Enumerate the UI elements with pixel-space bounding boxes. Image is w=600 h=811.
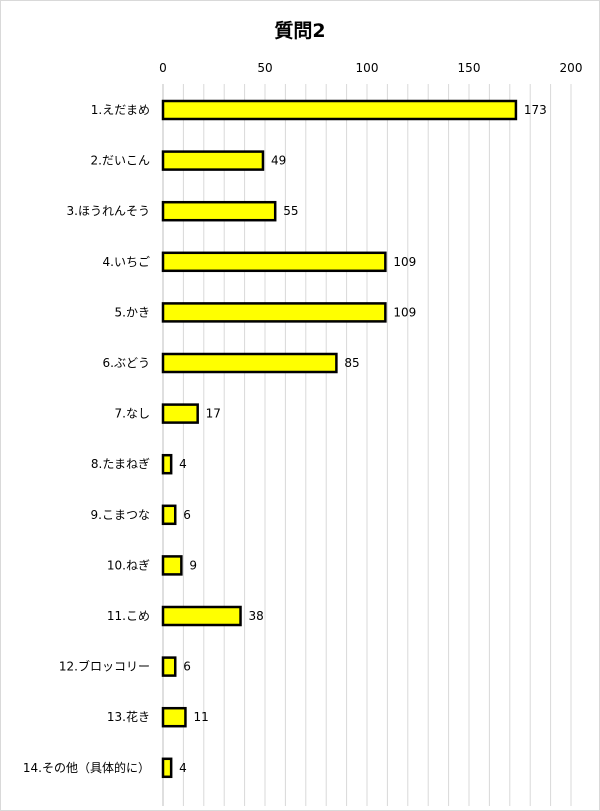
bar <box>161 656 177 677</box>
chart-title: 質問2 <box>274 20 326 42</box>
category-label: 3.ほうれんそう <box>67 204 150 218</box>
bar <box>161 99 518 121</box>
category-label: 14.その他（具体的に） <box>23 760 150 775</box>
category-label: 7.なし <box>115 407 150 421</box>
data-label: 49 <box>271 154 286 168</box>
category-label: 4.いちご <box>103 254 150 269</box>
data-label: 55 <box>283 204 298 218</box>
category-label: 11.こめ <box>107 609 150 623</box>
data-label: 109 <box>393 305 416 319</box>
data-label: 85 <box>344 356 359 370</box>
category-label: 2.だいこん <box>91 154 150 168</box>
category-label: 12.ブロッコリー <box>59 659 150 674</box>
bar <box>161 605 242 627</box>
x-tick-label: 0 <box>159 61 167 75</box>
x-tick-label: 50 <box>257 61 272 75</box>
category-label: 1.えだまめ <box>91 103 150 117</box>
category-label: 5.かき <box>115 305 150 319</box>
data-label: 11 <box>193 710 208 724</box>
data-label: 4 <box>179 761 187 775</box>
data-label: 9 <box>189 558 197 572</box>
bar <box>161 453 173 475</box>
data-label: 6 <box>183 508 191 522</box>
bar <box>161 706 187 728</box>
data-label: 6 <box>183 660 191 674</box>
bar <box>161 251 387 273</box>
data-label: 38 <box>249 609 264 623</box>
bar <box>161 757 173 779</box>
bar <box>161 150 265 171</box>
bar <box>161 403 199 424</box>
data-label: 173 <box>524 103 547 117</box>
x-tick-label: 150 <box>458 61 481 75</box>
category-label: 6.ぶどう <box>103 356 150 370</box>
bar <box>161 302 387 323</box>
x-tick-label: 200 <box>560 61 583 75</box>
bar <box>161 504 177 526</box>
bar <box>161 555 183 576</box>
category-label: 13.花き <box>107 709 150 724</box>
data-label: 4 <box>179 457 187 471</box>
category-label: 9.こまつな <box>91 508 150 522</box>
bar <box>161 352 338 374</box>
data-label: 17 <box>206 407 221 421</box>
data-label: 109 <box>393 255 416 269</box>
category-label: 8.たまねぎ <box>91 457 150 471</box>
bar <box>161 200 277 222</box>
x-tick-label: 100 <box>356 61 379 75</box>
category-label: 10.ねぎ <box>107 558 150 572</box>
